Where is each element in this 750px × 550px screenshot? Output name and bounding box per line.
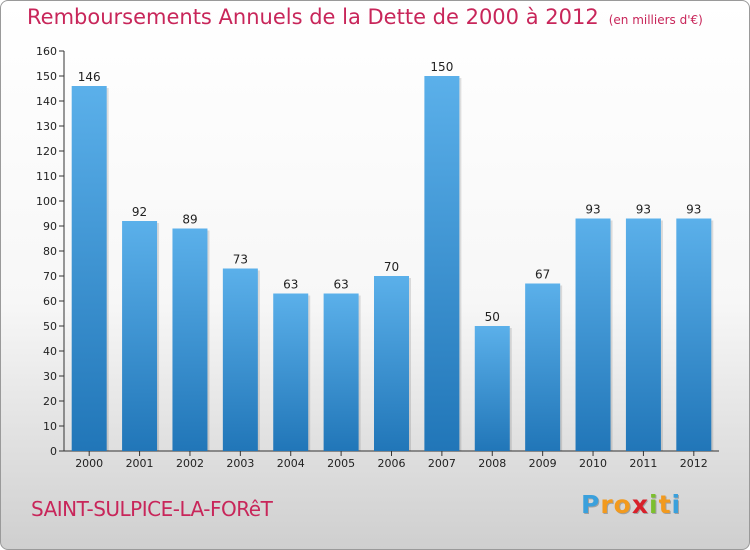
x-tick-label: 2005 [327, 457, 355, 470]
bar-value-label: 89 [182, 213, 197, 227]
x-tick-label: 2004 [277, 457, 305, 470]
x-tick-label: 2012 [680, 457, 708, 470]
bar [424, 76, 460, 451]
proxiti-logo[interactable]: Proxiti [581, 490, 681, 519]
bar [172, 228, 208, 451]
bar [122, 221, 158, 451]
y-tick-label: 50 [43, 320, 57, 333]
bar [474, 326, 510, 451]
logo-letter: o [613, 490, 632, 519]
bar-value-label: 93 [686, 203, 701, 217]
x-tick-label: 2008 [478, 457, 506, 470]
logo-letter: x [631, 490, 649, 519]
y-tick-label: 40 [43, 345, 57, 358]
chart-title-text: Remboursements Annuels de la Dette de 20… [27, 5, 599, 29]
bar [625, 218, 661, 451]
logo-letter: r [600, 490, 614, 519]
y-tick-label: 60 [43, 295, 57, 308]
bar-value-label: 50 [485, 310, 500, 324]
chart-unit: (en milliers d'€) [608, 13, 703, 27]
y-tick-label: 140 [36, 95, 57, 108]
y-tick-label: 10 [43, 420, 57, 433]
bar-value-label: 93 [585, 203, 600, 217]
x-tick-label: 2003 [226, 457, 254, 470]
bar-value-label: 73 [233, 253, 248, 267]
logo-letter: i [671, 490, 682, 519]
y-tick-label: 90 [43, 220, 57, 233]
x-tick-label: 2009 [529, 457, 557, 470]
bar [575, 218, 611, 451]
bar-value-label: 92 [132, 205, 147, 219]
bar [323, 293, 359, 451]
bar [374, 276, 409, 451]
y-tick-label: 80 [43, 245, 57, 258]
bar-value-label: 93 [636, 203, 651, 217]
logo-letter: i [649, 490, 659, 519]
bar [222, 268, 258, 451]
y-tick-label: 110 [36, 170, 57, 183]
y-tick-label: 30 [43, 370, 57, 383]
y-tick-label: 130 [36, 120, 57, 133]
logo-letter: t [658, 490, 672, 519]
y-tick-label: 20 [43, 395, 57, 408]
x-tick-label: 2011 [629, 457, 657, 470]
bar-value-label: 70 [384, 260, 399, 274]
chart-title: Remboursements Annuels de la Dette de 20… [27, 5, 703, 29]
x-tick-label: 2000 [75, 457, 103, 470]
bar [71, 86, 107, 451]
bar-value-label: 146 [78, 70, 101, 84]
bar-value-label: 67 [535, 268, 550, 282]
bar [273, 293, 309, 451]
commune-name: SAINT-SULPICE-LA-FORêT [31, 497, 273, 521]
y-tick-label: 100 [36, 195, 57, 208]
y-tick-label: 70 [43, 270, 57, 283]
bar [676, 218, 712, 451]
x-tick-label: 2010 [579, 457, 607, 470]
bar-value-label: 63 [283, 278, 298, 292]
x-tick-label: 2002 [176, 457, 204, 470]
y-tick-label: 120 [36, 145, 57, 158]
bar-value-label: 63 [333, 278, 348, 292]
bar-value-label: 150 [430, 60, 453, 74]
x-tick-label: 2006 [378, 457, 406, 470]
bar [525, 283, 561, 451]
y-tick-label: 150 [36, 70, 57, 83]
logo-letter: P [581, 490, 601, 519]
y-tick-label: 160 [36, 45, 57, 58]
x-tick-label: 2001 [126, 457, 154, 470]
x-tick-label: 2007 [428, 457, 456, 470]
y-tick-label: 0 [50, 445, 57, 458]
